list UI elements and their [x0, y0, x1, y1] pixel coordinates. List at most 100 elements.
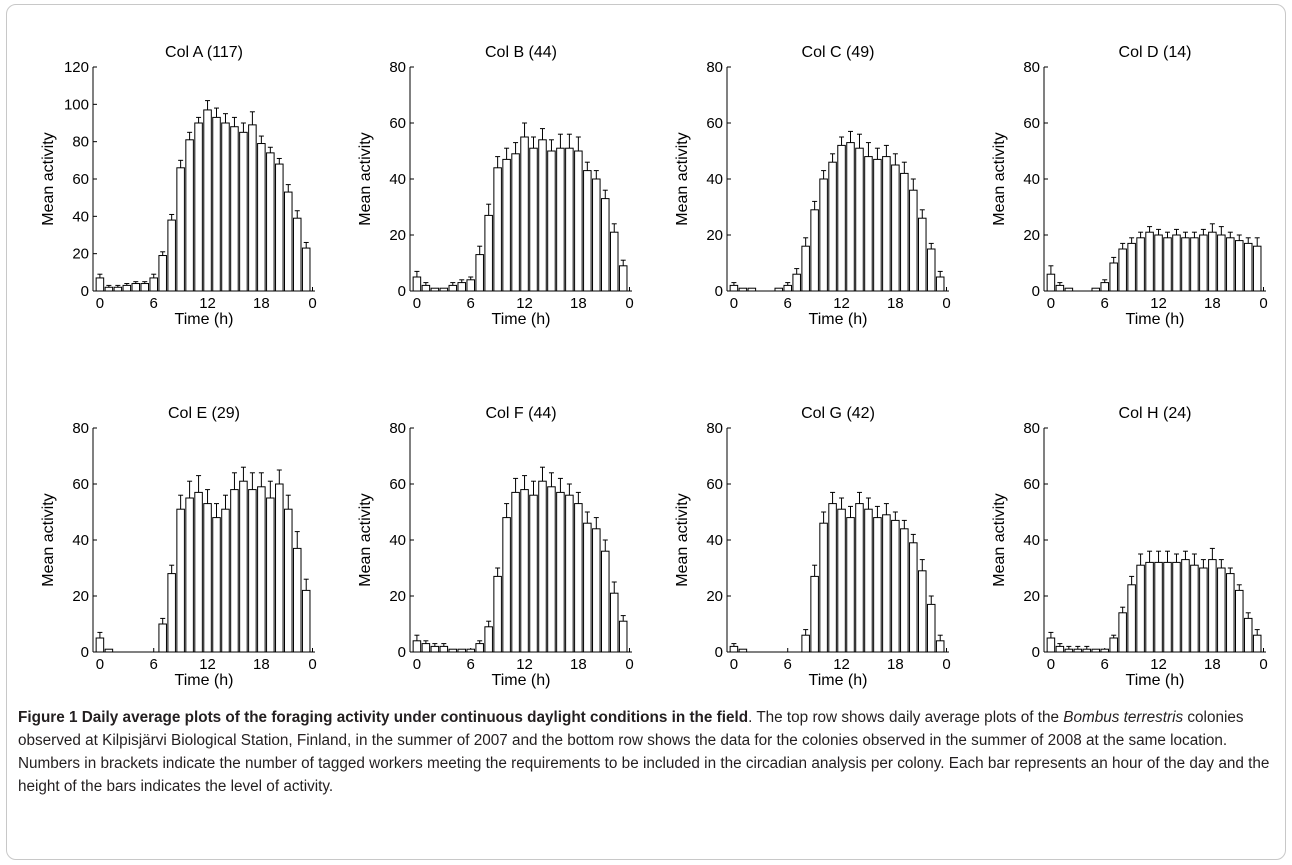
bar: [1109, 262, 1118, 292]
bar: [819, 522, 828, 653]
bar: [185, 139, 194, 292]
bar: [729, 645, 739, 653]
bar: [1217, 567, 1226, 653]
x-tick-label: 0: [942, 295, 950, 312]
y-tick-label: 40: [389, 532, 406, 549]
y-tick-label: 80: [389, 59, 406, 76]
x-tick-label: 6: [467, 656, 475, 673]
bar: [819, 178, 828, 292]
y-axis-label: Mean activity: [674, 493, 691, 586]
y-axis-label: Mean activity: [991, 132, 1008, 225]
bar: [203, 109, 212, 292]
caption-species: Bombus terrestris: [1063, 709, 1184, 726]
x-tick-label: 0: [308, 656, 316, 673]
bar: [565, 147, 574, 292]
y-tick-label: 40: [1023, 171, 1040, 188]
y-tick-label: 60: [389, 115, 406, 132]
bar: [538, 480, 547, 653]
y-tick-label: 80: [72, 134, 89, 151]
bar: [1100, 648, 1109, 653]
bar: [529, 147, 538, 292]
bar: [266, 497, 275, 653]
bar: [1181, 559, 1190, 653]
y-tick-label: 80: [1023, 59, 1040, 76]
bar: [1055, 284, 1065, 292]
bar: [618, 620, 628, 653]
x-tick-label: 18: [1204, 656, 1221, 673]
bar: [864, 508, 873, 653]
y-tick-label: 0: [1032, 644, 1040, 661]
bar: [1172, 234, 1181, 292]
caption-text-2: colonies observed at Kilpisjärvi Biologi…: [18, 709, 1270, 795]
y-tick-label: 20: [72, 588, 89, 605]
bar: [783, 284, 792, 292]
bar: [95, 637, 105, 653]
bar: [275, 483, 284, 653]
caption-label: Figure 1: [18, 709, 78, 726]
bar: [1091, 648, 1101, 653]
bar: [412, 640, 422, 653]
bar: [926, 248, 936, 292]
x-axis-label: Time (h): [492, 672, 551, 689]
y-tick-label: 40: [72, 532, 89, 549]
bar: [284, 191, 293, 292]
chart-4: Col D (14) 0 20 40 60 80 0 6 12 18 0 Time (h) Mean a…: [991, 44, 1268, 328]
x-tick-label: 6: [784, 295, 792, 312]
bar: [909, 189, 918, 292]
bar: [837, 508, 846, 653]
bar: [1217, 234, 1226, 292]
y-tick-label: 20: [706, 227, 723, 244]
bar: [457, 282, 467, 292]
bar: [1199, 567, 1208, 653]
y-axis-label: Mean activity: [357, 493, 374, 586]
caption-text-1: . The top row shows daily average plots …: [748, 709, 1064, 726]
bar: [828, 161, 837, 292]
bar: [158, 255, 167, 292]
x-tick-label: 6: [1101, 295, 1109, 312]
bar: [448, 648, 458, 653]
figure-caption: Figure 1 Daily average plots of the fora…: [18, 706, 1280, 798]
x-tick-label: 0: [625, 295, 633, 312]
bar: [900, 172, 909, 292]
y-axis-label: Mean activity: [357, 132, 374, 225]
bar: [1145, 561, 1154, 653]
bar: [1145, 231, 1154, 292]
bar: [1208, 231, 1217, 292]
bar: [583, 170, 592, 292]
bar: [1163, 237, 1172, 292]
bar: [837, 144, 846, 292]
bar: [882, 156, 891, 292]
bar: [1055, 645, 1065, 653]
bar: [1235, 240, 1244, 292]
bar: [439, 645, 449, 653]
bar: [1252, 634, 1262, 653]
x-tick-label: 18: [570, 295, 587, 312]
x-tick-label: 6: [150, 295, 158, 312]
y-tick-label: 80: [706, 420, 723, 437]
y-tick-label: 40: [706, 171, 723, 188]
bar: [1226, 573, 1235, 653]
bar: [601, 550, 610, 653]
y-tick-label: 60: [1023, 476, 1040, 493]
bar: [1163, 561, 1172, 653]
bar: [909, 542, 918, 653]
bar: [466, 279, 475, 292]
bar: [1172, 561, 1181, 653]
bar: [511, 153, 520, 292]
bar: [212, 517, 221, 653]
bar: [1064, 648, 1074, 653]
x-axis-label: Time (h): [1126, 672, 1185, 689]
bar: [158, 623, 167, 653]
bar: [1154, 234, 1163, 292]
bar: [583, 522, 592, 653]
bar: [1046, 637, 1056, 653]
bar: [167, 219, 176, 292]
bar: [221, 508, 230, 653]
bar: [421, 643, 431, 653]
y-tick-label: 80: [72, 420, 89, 437]
bar: [935, 640, 945, 653]
chart-7: Col G (42) 0 20 40 60 80 0 6 12 18 0 Time (h) Mean a…: [674, 405, 951, 689]
chart-6: Col F (44) 0 20 40 60 80 0 6 12 18 0 Time (h) Mean a…: [357, 405, 634, 689]
bar: [1136, 564, 1145, 653]
x-tick-label: 12: [516, 656, 533, 673]
